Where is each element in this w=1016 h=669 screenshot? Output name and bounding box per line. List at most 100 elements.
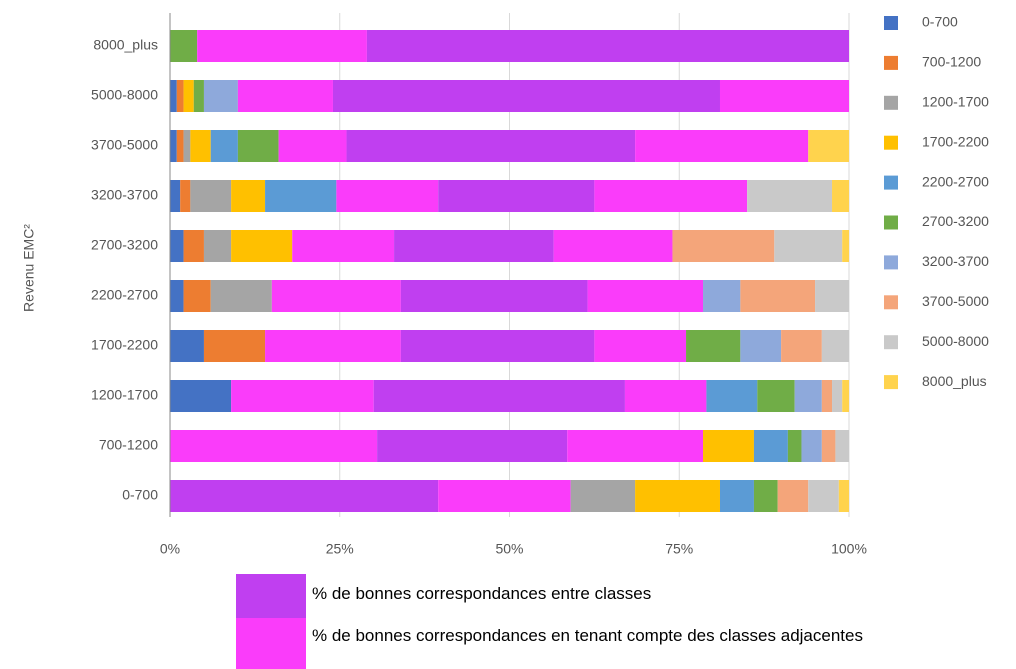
bar-segment [292,230,395,262]
bar-segment [394,230,554,262]
bar-segment [180,180,191,212]
bar-segment [231,380,374,412]
bar-segment [686,330,741,362]
y-tick-label: 1700-2200 [91,337,158,353]
bar-segment [794,380,822,412]
bar-segment [332,80,720,112]
bar-segment [808,130,849,162]
bar-segment [821,330,849,362]
bar-segment [373,380,625,412]
bar-segment [594,180,748,212]
bar-segment [400,330,595,362]
legend-swatch [884,295,898,310]
bar-segment [336,180,439,212]
bar-segment [753,480,778,512]
bar-segment [706,380,758,412]
y-tick-label: 8000_plus [93,37,158,53]
bar-segment [570,480,636,512]
legend-label: 0-700 [922,14,958,30]
legend-swatch [884,215,898,230]
bar-segment [842,380,849,412]
y-tick-label: 2200-2700 [91,287,158,303]
bar-segment [438,180,595,212]
legend-swatch [884,55,898,70]
bar-segment [176,80,184,112]
bar-segment [265,180,337,212]
legend-swatch-adjacent [236,618,306,669]
bar-segment [170,380,232,412]
bar-segment [265,330,401,362]
y-tick-label: 3700-5000 [91,137,158,153]
bar-segment [170,180,181,212]
bar-segment [170,280,184,312]
bar-segment [672,230,775,262]
bar-segment [231,230,293,262]
bar-segment [838,480,849,512]
legend-label: 1700-2200 [922,133,989,149]
bar-segment [237,80,333,112]
y-tick-label: 1200-1700 [91,387,158,403]
bar-segment [753,430,788,462]
bar-segment [183,280,211,312]
bar-segment [835,430,849,462]
bar-segment [781,330,822,362]
bar-segment [842,230,849,262]
y-tick-label: 5000-8000 [91,87,158,103]
bar-segment [787,430,802,462]
bar-segment [377,430,568,462]
legend-exact-label: % de bonnes correspondances entre classe… [312,584,652,603]
bar-segment [832,180,849,212]
bar-segment [271,280,401,312]
bar-segment [801,430,822,462]
bar-segment [740,280,816,312]
bar-segment [183,230,204,262]
bar-segment [821,380,833,412]
bar-segment [635,480,720,512]
bar-segment [832,380,843,412]
bar-segment [346,130,636,162]
legend-swatch [884,95,898,110]
legend-label: 700-1200 [922,54,981,70]
bar-segment [400,280,588,312]
bar-segment [176,130,184,162]
legend-label: 5000-8000 [922,333,989,349]
bar-segment [203,330,266,362]
bar-segment [183,80,194,112]
y-tick-label: 0-700 [122,487,158,503]
bar-segment [231,180,266,212]
bar-segment [170,430,378,462]
bar-segment [170,130,177,162]
bar-segment [719,480,754,512]
bar-segment [594,330,687,362]
bar-segment [366,30,849,62]
bar-segment [278,130,347,162]
legend-swatch [884,135,898,150]
y-tick-label: 2700-3200 [91,237,158,253]
legend-swatch [884,375,898,390]
y-axis-label: Revenu EMC² [21,224,37,312]
bar-segment [210,280,272,312]
bar-segment [203,80,238,112]
bar-segment [719,80,849,112]
legend-swatch-exact [236,574,306,618]
bar-segment [774,230,843,262]
x-tick-label: 100% [831,541,867,557]
y-tick-label: 700-1200 [99,437,158,453]
bar-segment [197,30,367,62]
bar-segment [170,330,204,362]
bar-segment [740,330,782,362]
bar-segment [190,130,211,162]
bar-segment [808,480,839,512]
bar-segment [703,430,754,462]
legend-label: 3200-3700 [922,253,989,269]
bar-segment [438,480,571,512]
legend-label: 1200-1700 [922,94,989,110]
legend-label: 2700-3200 [922,213,989,229]
bar-segment [703,280,741,312]
bar-segment [170,480,439,512]
bar-segment [190,180,232,212]
legend-label: 2200-2700 [922,173,989,189]
bar-segment [635,130,809,162]
